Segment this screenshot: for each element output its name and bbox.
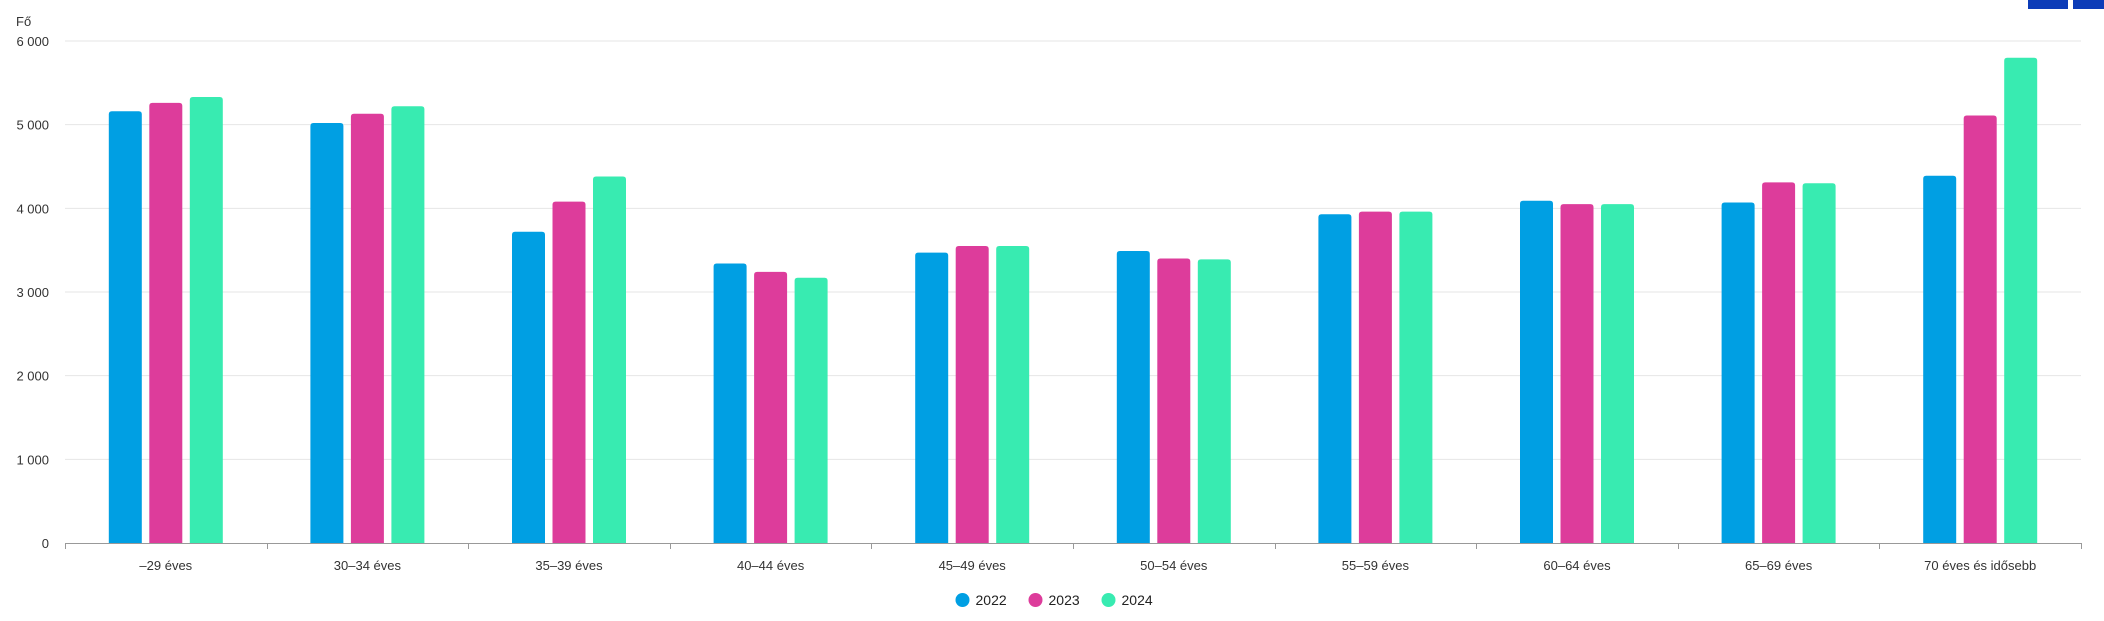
legend-marker [1101, 593, 1116, 607]
y-tick-label: 0 [42, 536, 49, 551]
y-tick-label: 4 000 [16, 201, 49, 216]
bar-2023-3[interactable] [552, 201, 586, 543]
bar-2024-7[interactable] [1399, 211, 1433, 543]
bar-2024-3[interactable] [593, 176, 626, 544]
x-tick-label: 65–69 éves [1745, 558, 1813, 573]
legend-label: 2023 [1049, 592, 1080, 608]
bar-2024-9[interactable] [1802, 183, 1836, 543]
y-axis-unit-label: Fő [16, 14, 31, 29]
bar-2022-9[interactable] [1721, 202, 1755, 543]
legend-label: 2024 [1122, 592, 1153, 608]
bar-2024-4[interactable] [794, 277, 828, 543]
legend-marker [955, 593, 970, 607]
bar-2023-2[interactable] [350, 113, 384, 543]
toolbar-button[interactable] [2073, 0, 2104, 9]
legend: 2022 2023 2024 [955, 592, 1153, 608]
bar-2023-10[interactable] [1963, 115, 1997, 544]
y-tick-label: 6 000 [16, 34, 49, 49]
legend-label: 2022 [976, 592, 1007, 608]
bar-2024-6[interactable] [1197, 259, 1231, 543]
bar-2023-1[interactable] [149, 102, 183, 543]
x-tick-label: –29 éves [139, 558, 192, 573]
x-tick-label: 40–44 éves [737, 558, 805, 573]
legend-item-2022[interactable]: 2022 [955, 592, 1007, 608]
bar-2024-5[interactable] [996, 245, 1030, 543]
bar-2022-8[interactable] [1520, 200, 1553, 543]
bar-2022-6[interactable] [1116, 251, 1150, 543]
bar-2023-9[interactable] [1762, 182, 1796, 543]
x-tick-label: 70 éves és idősebb [1924, 558, 2036, 573]
bar-2023-7[interactable] [1358, 211, 1392, 543]
legend-marker [1028, 593, 1043, 607]
x-tick-label: 45–49 éves [939, 558, 1007, 573]
bar-2023-4[interactable] [754, 271, 788, 543]
x-axis: –29 éves 30–34 éves 35–39 éves 40–44 éves 45… [65, 543, 2082, 573]
bar-2024-10[interactable] [2004, 57, 2038, 543]
bar-2023-5[interactable] [955, 245, 989, 543]
bar-2024-2[interactable] [391, 106, 425, 543]
bar-2022-4[interactable] [713, 263, 747, 543]
bar-2023-6[interactable] [1157, 258, 1191, 543]
y-tick-label: 5 000 [16, 118, 49, 133]
y-tick-label: 3 000 [16, 285, 49, 300]
y-tick-label: 2 000 [16, 369, 49, 384]
bars [108, 57, 2038, 544]
bar-2022-1[interactable] [108, 111, 142, 543]
x-tick-label: 55–59 éves [1342, 558, 1410, 573]
x-tick-label: 35–39 éves [535, 558, 603, 573]
bar-2022-2[interactable] [310, 122, 344, 543]
bar-2022-10[interactable] [1923, 175, 1957, 543]
x-tick-label: 50–54 éves [1140, 558, 1208, 573]
bar-2022-5[interactable] [915, 252, 949, 543]
y-tick-label: 1 000 [16, 452, 49, 467]
bar-2024-8[interactable] [1601, 204, 1634, 543]
x-tick-label: 30–34 éves [334, 558, 402, 573]
x-tick-label: 60–64 éves [1543, 558, 1611, 573]
y-axis: Fő 0 1 000 2 000 3 000 4 000 5 000 6 000 [16, 14, 49, 551]
bar-2022-3[interactable] [512, 231, 545, 543]
toolbar-button[interactable] [2028, 0, 2068, 9]
bar-2024-1[interactable] [189, 97, 223, 543]
legend-item-2023[interactable]: 2023 [1028, 592, 1080, 608]
legend-item-2024[interactable]: 2024 [1101, 592, 1153, 608]
bar-2022-7[interactable] [1318, 214, 1352, 543]
bar-2023-8[interactable] [1560, 204, 1594, 543]
